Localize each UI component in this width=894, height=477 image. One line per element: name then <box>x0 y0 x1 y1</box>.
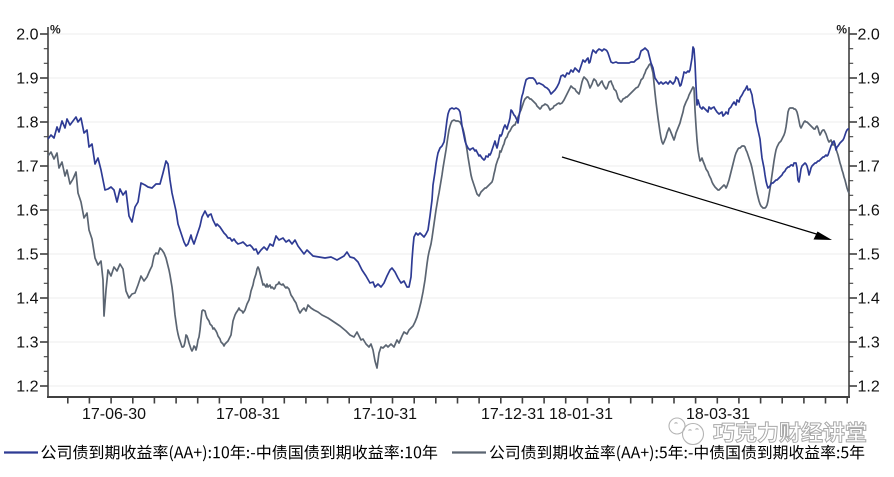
svg-text:18-03-31: 18-03-31 <box>686 406 750 423</box>
svg-text:17-08-31: 17-08-31 <box>216 406 280 423</box>
svg-text:1.9: 1.9 <box>858 71 880 88</box>
svg-text:1.2: 1.2 <box>858 379 880 396</box>
svg-text:1.3: 1.3 <box>16 335 38 352</box>
svg-text:1.8: 1.8 <box>858 115 880 132</box>
svg-text:2.0: 2.0 <box>16 27 38 44</box>
svg-text:1.6: 1.6 <box>16 203 38 220</box>
svg-text:%: % <box>836 23 847 37</box>
svg-text:17-12-31: 17-12-31 <box>481 406 545 423</box>
svg-text:18-01-31: 18-01-31 <box>549 406 613 423</box>
svg-text:17-10-31: 17-10-31 <box>353 406 417 423</box>
svg-text:1.4: 1.4 <box>16 291 38 308</box>
svg-text:1.6: 1.6 <box>858 203 880 220</box>
svg-text:1.9: 1.9 <box>16 71 38 88</box>
svg-text:1.7: 1.7 <box>16 159 38 176</box>
svg-text:1.8: 1.8 <box>16 115 38 132</box>
svg-text:1.5: 1.5 <box>16 247 38 264</box>
svg-text:%: % <box>50 23 61 37</box>
svg-text:1.2: 1.2 <box>16 379 38 396</box>
svg-text:2.0: 2.0 <box>858 27 880 44</box>
svg-text:17-06-30: 17-06-30 <box>82 406 146 423</box>
svg-text:1.3: 1.3 <box>858 335 880 352</box>
svg-text:1.7: 1.7 <box>858 159 880 176</box>
svg-text:1.5: 1.5 <box>858 247 880 264</box>
svg-text:1.4: 1.4 <box>858 291 880 308</box>
